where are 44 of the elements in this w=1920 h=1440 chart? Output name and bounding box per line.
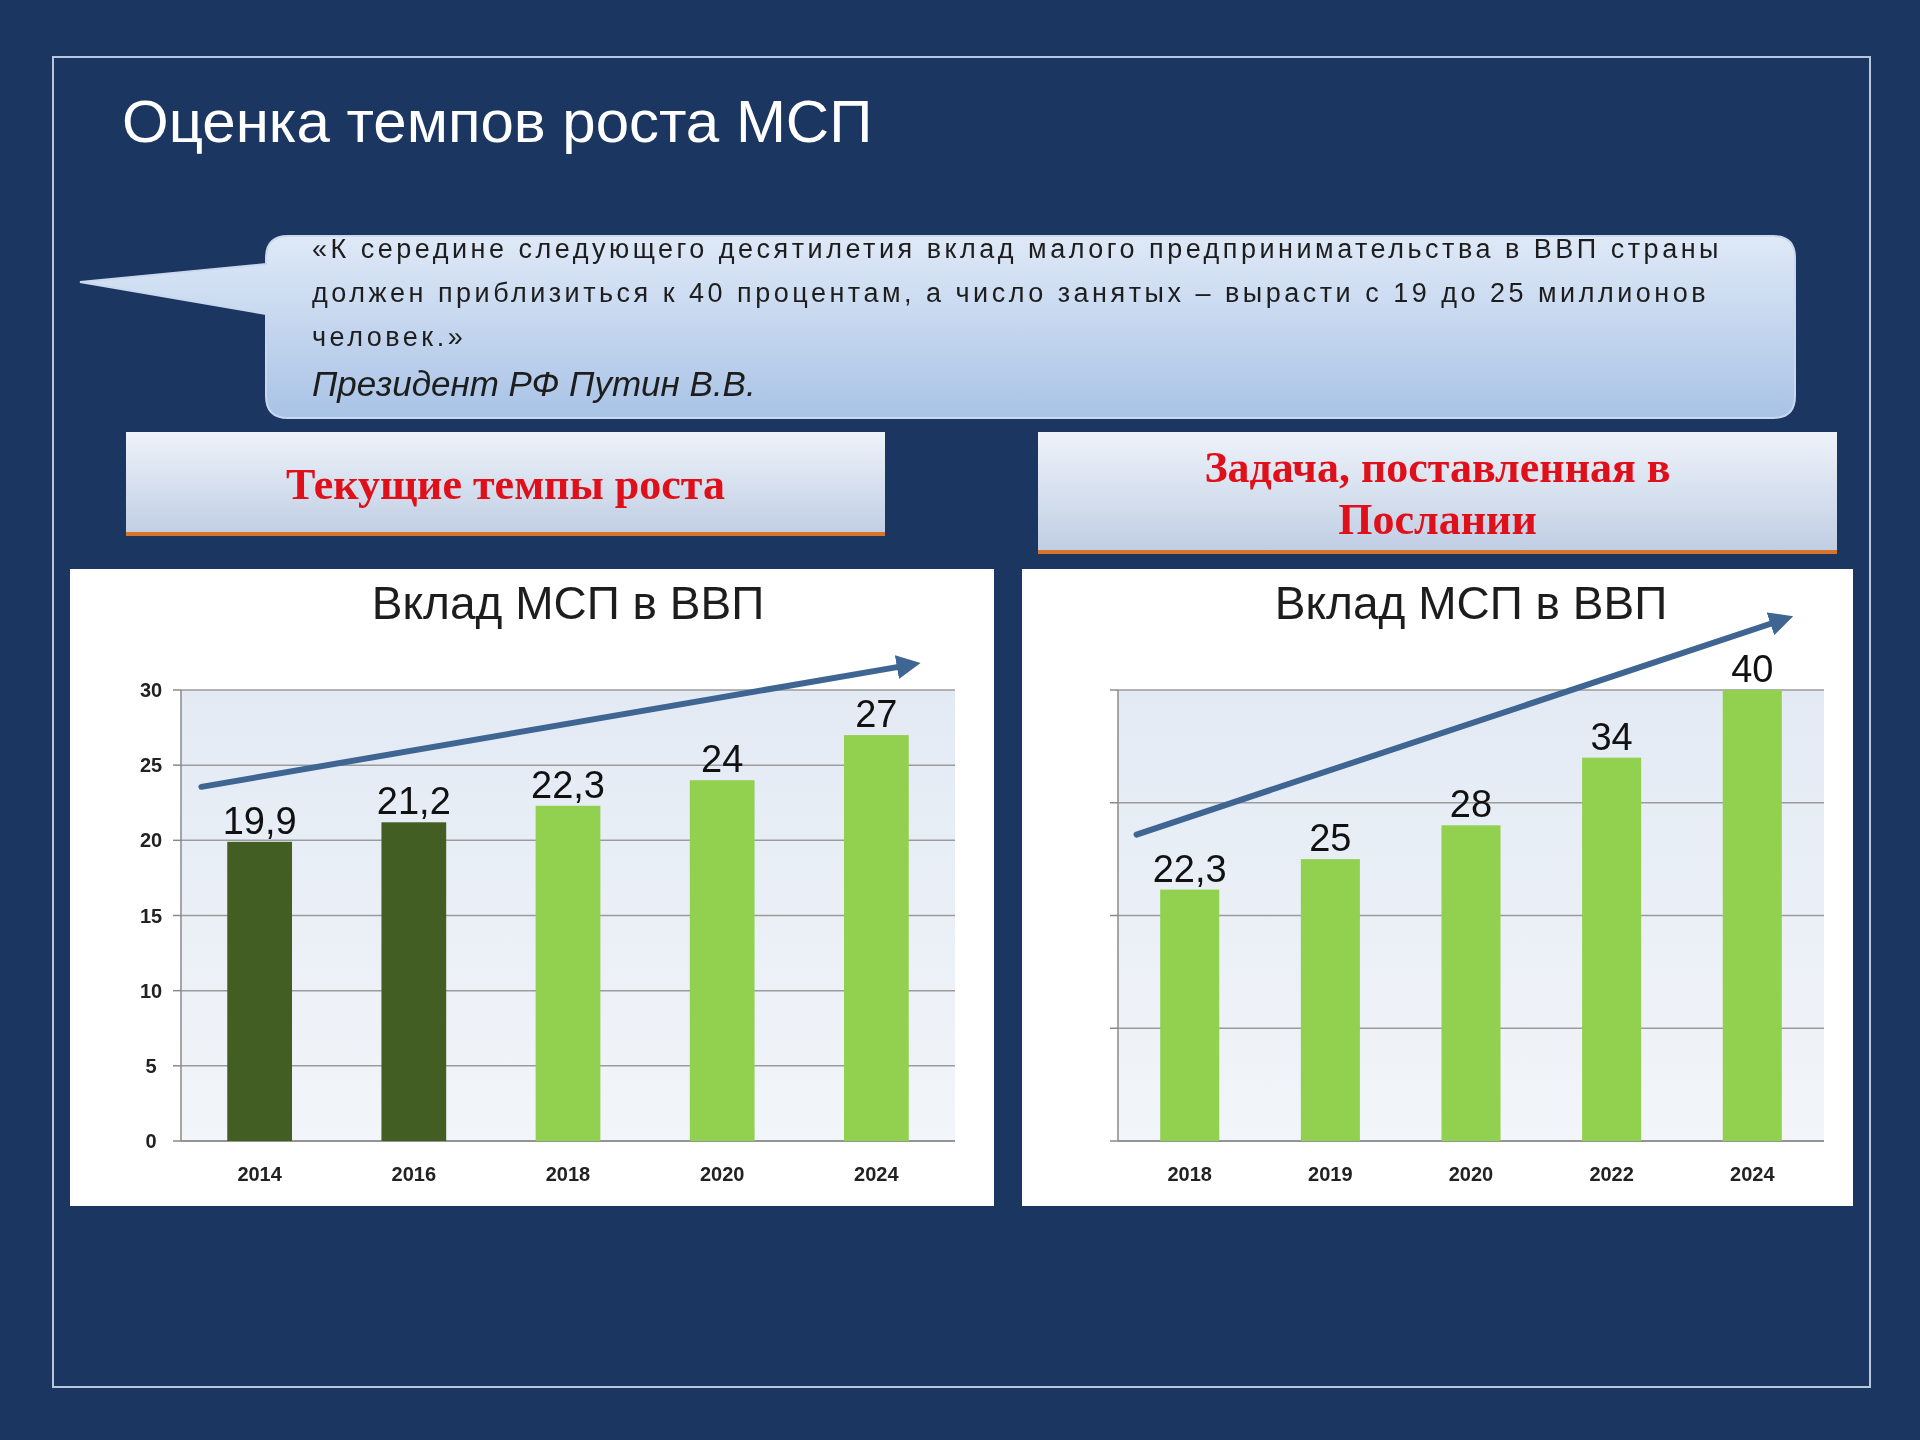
bar xyxy=(689,780,755,1141)
y-tick-label: 20 xyxy=(139,829,163,852)
chart-title: Задача, поставленная в Послании xyxy=(1204,442,1671,544)
bar xyxy=(843,735,909,1141)
data-label: 34 xyxy=(1590,715,1633,758)
y-tick-label: 10 xyxy=(139,979,163,1002)
y-tick-label: 5 xyxy=(145,1054,157,1077)
x-tick-label: 2022 xyxy=(1589,1163,1634,1185)
x-tick-label: 2014 xyxy=(237,1163,283,1185)
x-tick-label: 2018 xyxy=(545,1163,591,1185)
x-tick-label: 2020 xyxy=(699,1163,745,1185)
chart-title: Текущие темпы роста xyxy=(286,459,725,509)
chart-subtitle: Вклад МСП в ВВП xyxy=(371,577,765,629)
bar xyxy=(1722,690,1782,1141)
text: Оценка темпов роста МСП xyxy=(122,88,873,155)
bar xyxy=(1582,757,1642,1141)
data-label: 21,2 xyxy=(376,780,451,823)
x-tick-label: 2016 xyxy=(391,1163,437,1185)
data-label: 22,3 xyxy=(1152,847,1227,890)
data-label: 25 xyxy=(1309,817,1352,860)
data-label: 27 xyxy=(855,693,898,736)
bar xyxy=(381,822,447,1141)
x-tick-label: 2024 xyxy=(854,1163,900,1185)
data-label: 19,9 xyxy=(222,799,297,842)
data-label: 40 xyxy=(1731,648,1774,690)
y-tick-label: 25 xyxy=(139,754,163,777)
data-label: 24 xyxy=(701,738,744,781)
x-tick-label: 2019 xyxy=(1308,1163,1353,1185)
y-tick-label: 15 xyxy=(139,904,163,927)
text: «К середине следующего десятилетия вклад малого предпринимательства в ВВП страны должен приблизиться к 40 процентам, а число занятых – вырасти с 19 до 25 миллионов человек.» xyxy=(312,234,1722,352)
bar xyxy=(1300,859,1360,1141)
text: Президент РФ Путин В.В. xyxy=(312,364,756,403)
bar xyxy=(1160,889,1220,1141)
bar xyxy=(227,841,293,1141)
bar xyxy=(535,805,601,1141)
bar xyxy=(1441,825,1501,1141)
data-label: 28 xyxy=(1449,783,1493,826)
y-tick-label: 30 xyxy=(139,679,163,701)
x-tick-label: 2020 xyxy=(1448,1163,1494,1185)
data-label: 22,3 xyxy=(531,763,605,806)
x-tick-label: 2024 xyxy=(1730,1163,1776,1185)
y-tick-label: 0 xyxy=(145,1130,157,1152)
chart-subtitle: Вклад МСП в ВВП xyxy=(1274,577,1668,629)
x-tick-label: 2018 xyxy=(1167,1163,1212,1185)
